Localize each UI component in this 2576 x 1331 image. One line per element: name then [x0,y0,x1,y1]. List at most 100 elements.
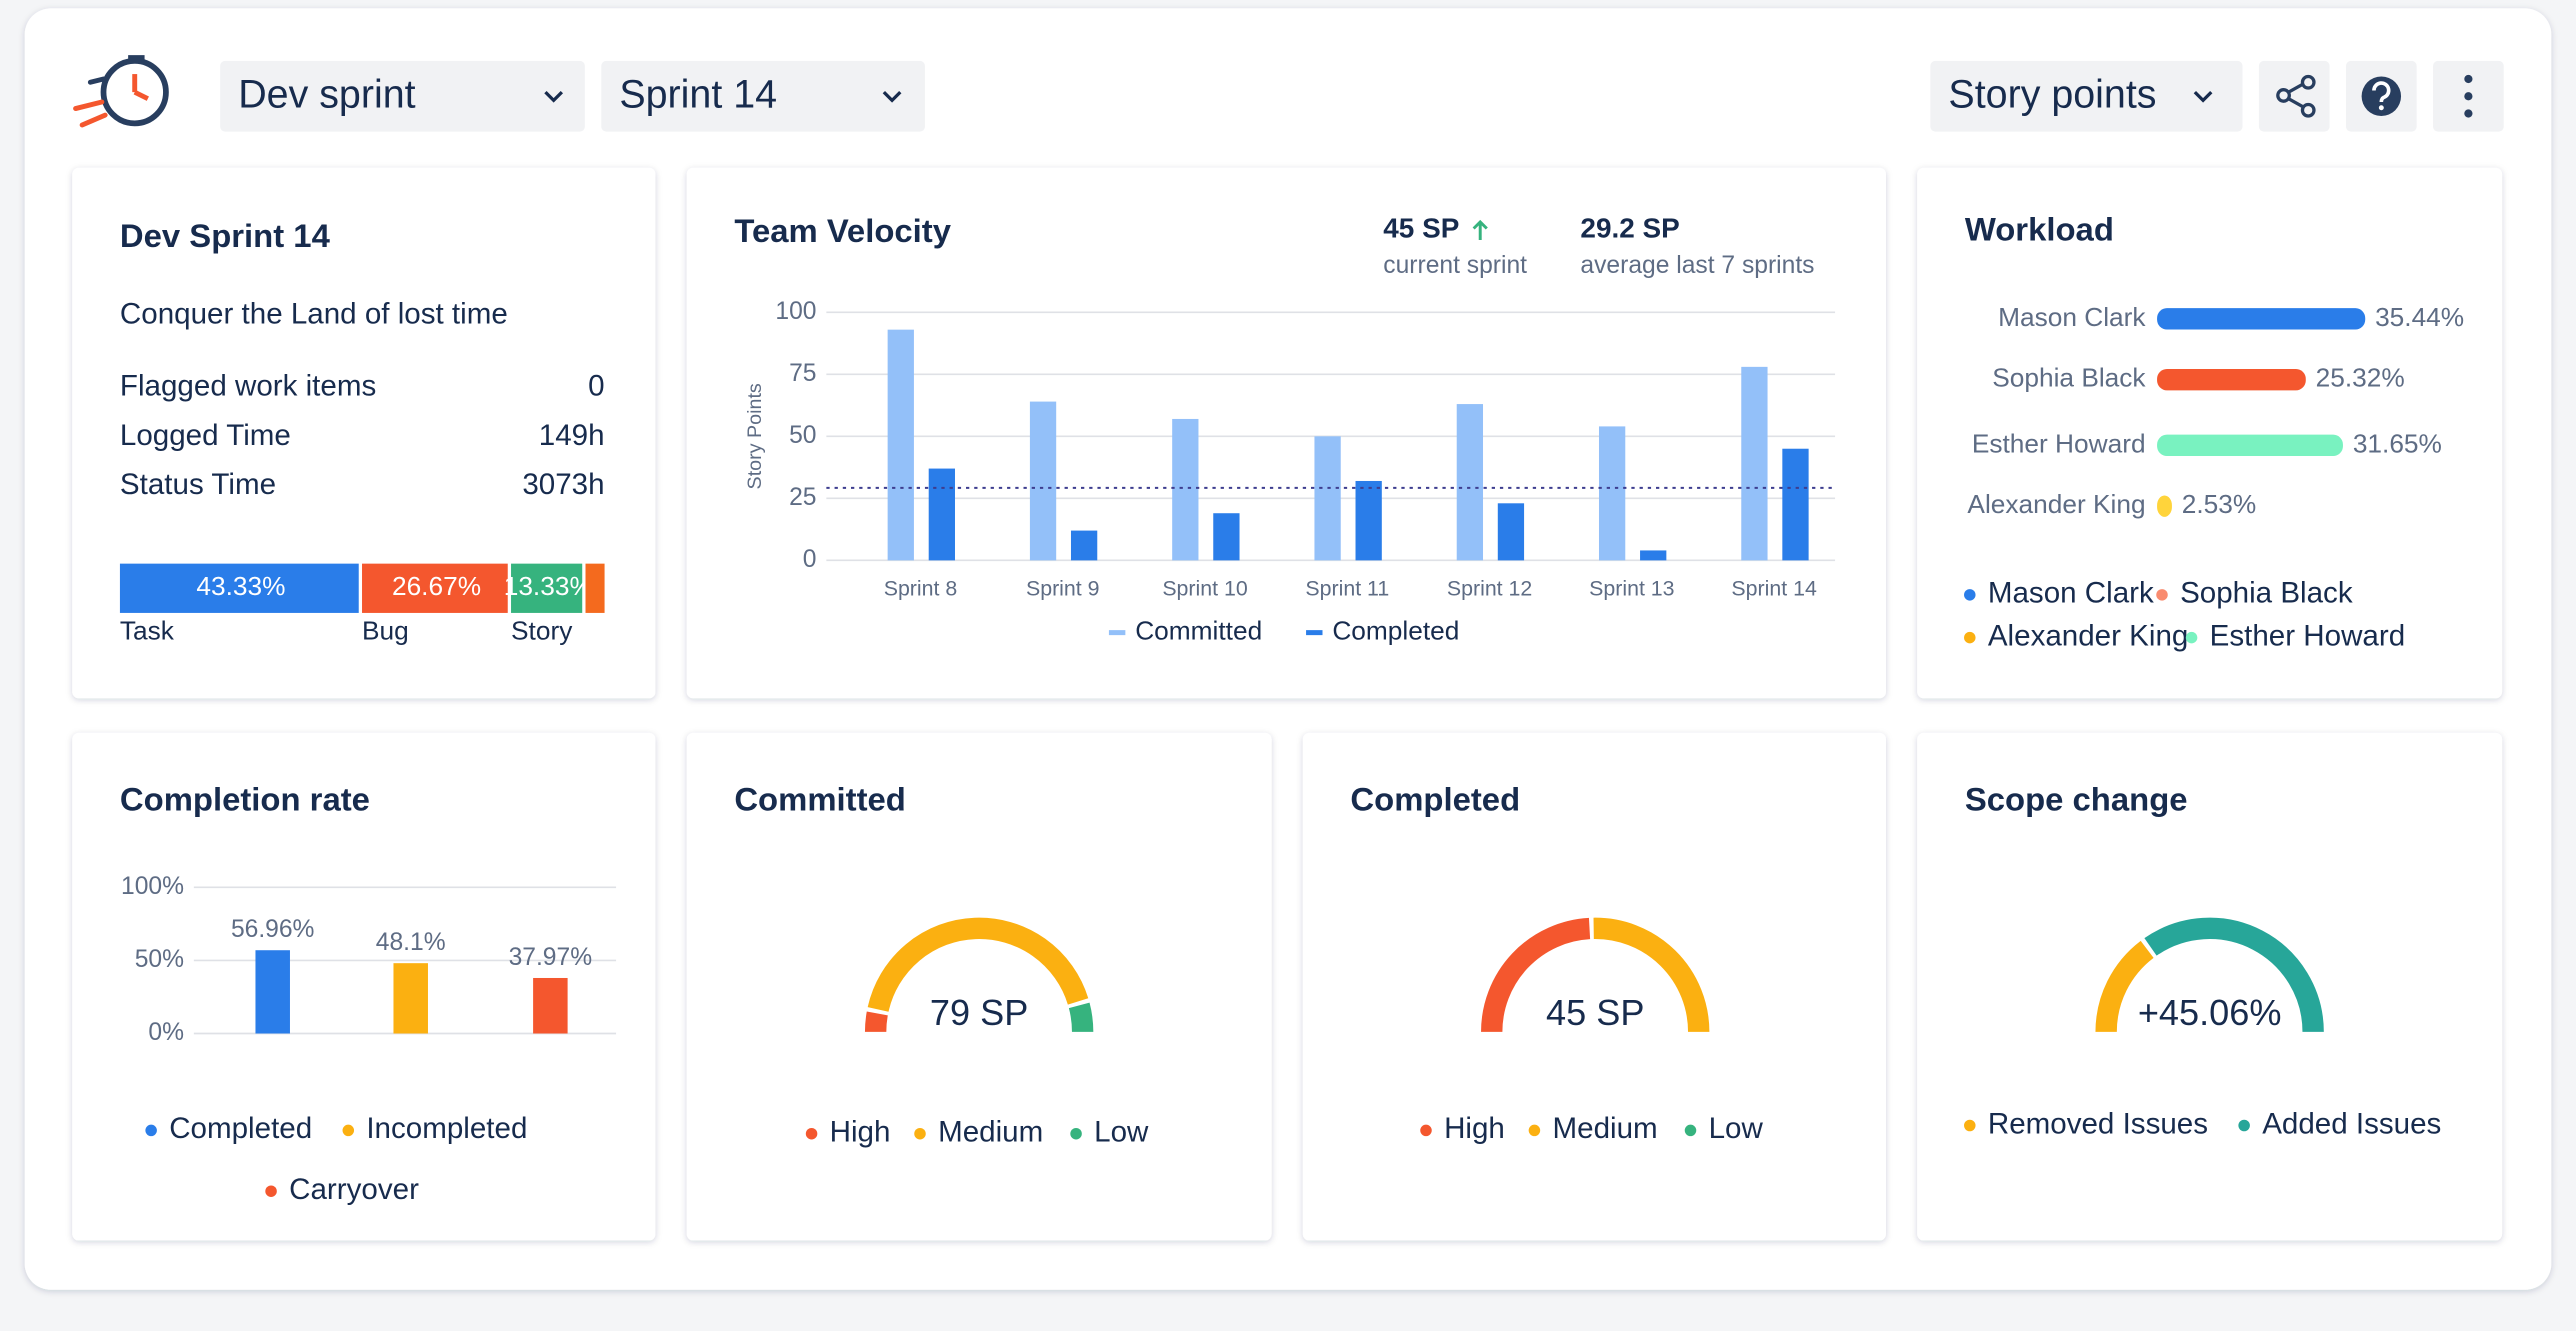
legend-marker [342,1124,355,1137]
bar-segment [511,563,583,613]
project-select[interactable] [220,60,585,132]
sprint-select-label: Sprint 14 [619,72,777,116]
bar [1497,503,1525,561]
stat-value: 45 SP [1383,213,1459,244]
category-label: Sophia Black [1992,363,2146,393]
stat-value: 0 [588,370,604,403]
bar [393,963,428,1034]
y-tick-label: 50 [789,422,816,449]
legend-marker [1964,589,1976,601]
gauge-segment [2095,940,2154,1033]
legend-label: Carryover [289,1173,419,1206]
legend-marker [2238,1119,2250,1132]
gauge-center-label: 45 SP [1546,992,1644,1033]
legend-label: Committed [1135,616,1262,646]
bar [1314,436,1341,561]
category-label: Bug [362,616,409,646]
card [72,732,656,1241]
card [1302,732,1886,1241]
category-label: Alexander King [1967,489,2145,519]
legend-marker [1420,1124,1432,1137]
gauge-segment [1593,917,1710,1033]
legend-label: Completed [1332,616,1459,646]
x-tick-label: Sprint 12 [1447,577,1532,601]
measure-select-label: Story points [1948,72,2156,116]
x-tick-label: Sprint 11 [1305,577,1389,601]
bar [1640,550,1667,561]
card [1917,732,2503,1241]
legend-marker [2156,589,2168,601]
gauge-center-label: 79 SP [930,992,1028,1033]
bar [1172,418,1199,561]
bar [2157,434,2343,457]
bar [533,977,568,1034]
legend-label: Incompleted [366,1112,527,1145]
chevron [882,90,902,103]
card-title: Workload [1965,210,2114,247]
category-label: Task [120,616,175,646]
legend-label: Completed [169,1112,312,1145]
bar [1213,513,1240,561]
legend-marker [1528,1124,1541,1137]
chevron [544,90,564,103]
y-tick-label: 50% [135,946,184,973]
x-tick-label: Sprint 14 [1731,577,1817,601]
bar [887,329,914,561]
legend-label: Added Issues [2262,1107,2441,1140]
legend-label: High [1444,1112,1505,1145]
card-title: Team Velocity [734,212,951,249]
bar [2157,368,2306,391]
stat-label: Status Time [120,468,276,501]
card [686,167,1886,699]
legend-label: Low [1709,1112,1764,1145]
share-button[interactable] [2258,60,2330,132]
bar [1782,448,1809,561]
measure-select[interactable] [1930,60,2243,132]
gauge-segment [1481,917,1591,1033]
legend-marker [1684,1124,1697,1137]
bar-segment [585,563,605,613]
legend-marker [145,1124,157,1137]
bar [1029,401,1057,561]
sprint-select[interactable] [601,60,925,132]
sprint-goal: Conquer the Land of lost time [120,297,508,330]
y-tick-label: 0 [803,546,817,573]
value-label: 48.1% [376,929,446,956]
project-select-label: Dev sprint [238,72,415,116]
legend-label: Alexander King [1988,619,2189,652]
card-title: Completed [1350,781,1520,818]
card-title: Scope change [1965,781,2188,818]
card-title: Dev Sprint 14 [120,217,331,254]
bar [1741,366,1768,561]
stat-caption: current sprint [1383,252,1527,279]
legend-label: High [830,1116,891,1149]
gauge-segment [2144,917,2324,1033]
y-tick-label: 25 [789,484,816,511]
up-arrow [1472,219,1488,240]
x-tick-label: Sprint 10 [1162,577,1248,601]
bar [255,950,290,1034]
bar [1070,530,1098,561]
legend-marker [2185,631,2198,644]
y-tick-label: 100 [775,298,816,325]
value-label: 2.53% [2182,489,2256,519]
legend-label: Low [1094,1116,1149,1149]
legend-marker [805,1127,818,1140]
card [1917,167,2503,699]
stat-value: 29.2 SP [1580,213,1679,244]
value-label: 31.65% [2353,428,2442,458]
legend-label: Removed Issues [1988,1107,2208,1140]
gauge-segment [867,917,1089,1012]
stat-caption: average last 7 sprints [1580,252,1814,279]
x-tick-label: Sprint 13 [1589,577,1674,601]
bar [2157,495,2172,517]
bar-segment [362,563,508,613]
value-label: 37.97% [509,944,593,971]
legend-label: Sophia Black [2180,577,2353,610]
bar [1456,404,1484,561]
logo [73,55,169,128]
bar [928,468,955,561]
value-label: 56.96% [231,916,315,943]
